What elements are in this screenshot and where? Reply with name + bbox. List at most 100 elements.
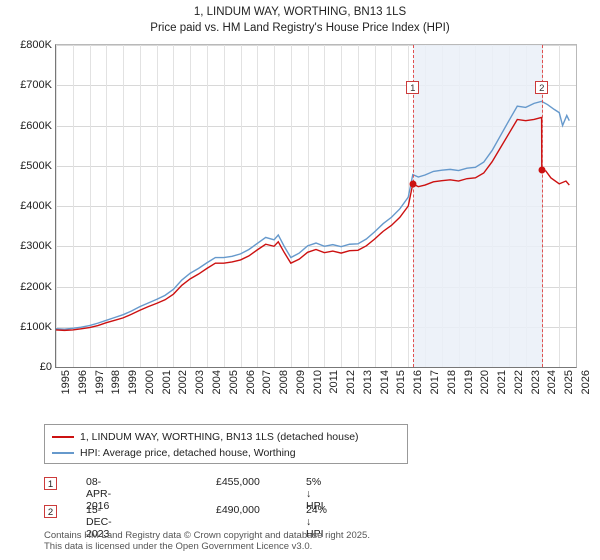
- gridline-vertical: [223, 45, 225, 367]
- x-tick-label: 2024: [546, 370, 559, 395]
- gridline-vertical: [290, 45, 292, 367]
- marker-box-1[interactable]: 1: [406, 81, 420, 94]
- y-tick-label: £400K: [20, 200, 52, 212]
- marker-box-2[interactable]: 2: [535, 81, 549, 94]
- x-tick-label: 2009: [294, 370, 307, 395]
- legend-item: 1, LINDUM WAY, WORTHING, BN13 1LS (detac…: [52, 430, 400, 444]
- x-tick-label: 2020: [479, 370, 492, 395]
- annotation-hpi-1: 5% ↓ HPI: [306, 476, 324, 512]
- gridline-vertical: [374, 45, 376, 367]
- x-tick-label: 2001: [160, 370, 173, 395]
- annotation-price-1: £455,000: [216, 476, 260, 488]
- footer-attribution: Contains HM Land Registry data © Crown c…: [44, 530, 584, 552]
- x-tick-label: 2007: [261, 370, 274, 395]
- annotation-marker-2: 2: [44, 505, 57, 518]
- gridline-horizontal: [56, 45, 576, 46]
- gridline-vertical: [576, 45, 577, 367]
- x-tick-label: 2002: [177, 370, 190, 395]
- x-tick-label: 2016: [412, 370, 425, 395]
- series-lines: [56, 100, 570, 332]
- annotation-marker-1: 1: [44, 477, 57, 490]
- x-tick-label: 2021: [496, 370, 509, 395]
- footer-line-2: This data is licensed under the Open Gov…: [44, 541, 313, 552]
- gridline-vertical: [123, 45, 125, 367]
- annotation-date-1: 08-APR-2016: [86, 476, 112, 512]
- gridline-vertical: [324, 45, 326, 367]
- annotation-date-2: 15-DEC-2023: [86, 504, 112, 540]
- y-tick-label: £700K: [20, 79, 52, 92]
- y-tick-label: £100K: [20, 320, 52, 333]
- x-tick-label: 2013: [361, 370, 374, 395]
- annotation-hpi-2: 24% ↓ HPI: [306, 504, 328, 540]
- x-tick-label: 2018: [445, 370, 458, 395]
- gridline-horizontal: [56, 367, 576, 368]
- gridline-vertical: [173, 45, 175, 367]
- x-tick-label: 2015: [395, 370, 408, 395]
- x-tick-label: 2026: [580, 370, 592, 395]
- gridline-horizontal: [56, 326, 576, 328]
- footer-line-1: Contains HM Land Registry data © Crown c…: [44, 530, 370, 541]
- y-axis-labels: £0 £100K £200K £300K £400K £500K £600K £700K £80…: [0, 39, 52, 373]
- ownership-period-shading: [412, 45, 542, 367]
- x-tick-label: 2019: [462, 370, 475, 395]
- gridline-horizontal: [56, 165, 576, 167]
- legend-label-price-paid: 1, LINDUM WAY, WORTHING, BN13 1LS (detac…: [80, 431, 359, 443]
- sale-point-1[interactable]: [409, 180, 417, 188]
- gridline-vertical: [542, 45, 544, 367]
- x-axis-labels: 1995 1996 1997 1998 1999 2000 2001 2002 2003 2004…: [55, 370, 592, 414]
- y-tick-label: £800K: [20, 39, 52, 51]
- x-tick-label: 2003: [194, 370, 207, 395]
- title-line-1: 1, LINDUM WAY, WORTHING, BN13 1LS: [193, 6, 407, 18]
- chart-legend: 1, LINDUM WAY, WORTHING, BN13 1LS (detac…: [44, 424, 408, 464]
- legend-swatch-price-paid: [52, 436, 74, 438]
- gridline-vertical: [89, 45, 91, 367]
- x-tick-label: 2014: [378, 370, 391, 395]
- x-tick-label: 2017: [429, 370, 442, 395]
- gridline-vertical: [341, 45, 343, 367]
- y-tick-label: £600K: [20, 119, 52, 132]
- gridline-vertical: [274, 45, 276, 367]
- y-tick-label: £300K: [20, 240, 52, 253]
- x-tick-label: 1999: [127, 370, 140, 395]
- gridline-vertical: [357, 45, 359, 367]
- legend-item: HPI: Average price, detached house, Wort…: [52, 446, 400, 460]
- x-tick-label: 2000: [143, 370, 156, 395]
- marker-vertical-line: [541, 45, 543, 367]
- title-line-2: Price paid vs. HM Land Registry's House …: [150, 22, 450, 34]
- y-tick-label: £200K: [20, 280, 52, 293]
- series-line: [56, 116, 570, 332]
- x-tick-label: 2025: [563, 370, 576, 395]
- y-tick-label: £500K: [20, 159, 52, 172]
- sale-point-2[interactable]: [538, 166, 546, 174]
- gridline-horizontal: [56, 206, 576, 207]
- gridline-horizontal: [56, 85, 576, 87]
- gridline-horizontal: [56, 286, 576, 288]
- gridline-vertical: [257, 45, 259, 367]
- x-tick-label: 1996: [76, 370, 89, 395]
- gridline-vertical: [139, 45, 141, 367]
- x-tick-label: 2010: [311, 370, 324, 395]
- page-title: 1, LINDUM WAY, WORTHING, BN13 1LS Price …: [0, 4, 600, 36]
- gridline-vertical: [106, 45, 108, 367]
- x-tick-label: 1995: [60, 370, 72, 395]
- y-tick-label: £0: [39, 361, 52, 373]
- marker-vertical-line: [412, 45, 414, 367]
- x-tick-label: 2023: [529, 370, 542, 395]
- annotation-price-2: £490,000: [216, 504, 260, 516]
- gridline-vertical: [559, 45, 561, 367]
- gridline-vertical: [56, 45, 57, 367]
- gridline-horizontal: [56, 246, 576, 248]
- x-tick-label: 2022: [512, 370, 525, 395]
- x-tick-label: 2006: [244, 370, 257, 395]
- gridline-horizontal: [56, 125, 576, 127]
- gridline-vertical: [307, 45, 309, 367]
- gridline-vertical: [156, 45, 158, 367]
- x-tick-label: 1998: [110, 370, 123, 395]
- x-tick-label: 2004: [210, 370, 223, 395]
- legend-swatch-hpi: [52, 452, 74, 454]
- x-tick-label: 2008: [278, 370, 291, 395]
- gridline-vertical: [190, 45, 192, 367]
- gridline-vertical: [72, 45, 74, 367]
- series-line: [56, 100, 570, 330]
- gridline-vertical: [391, 45, 393, 367]
